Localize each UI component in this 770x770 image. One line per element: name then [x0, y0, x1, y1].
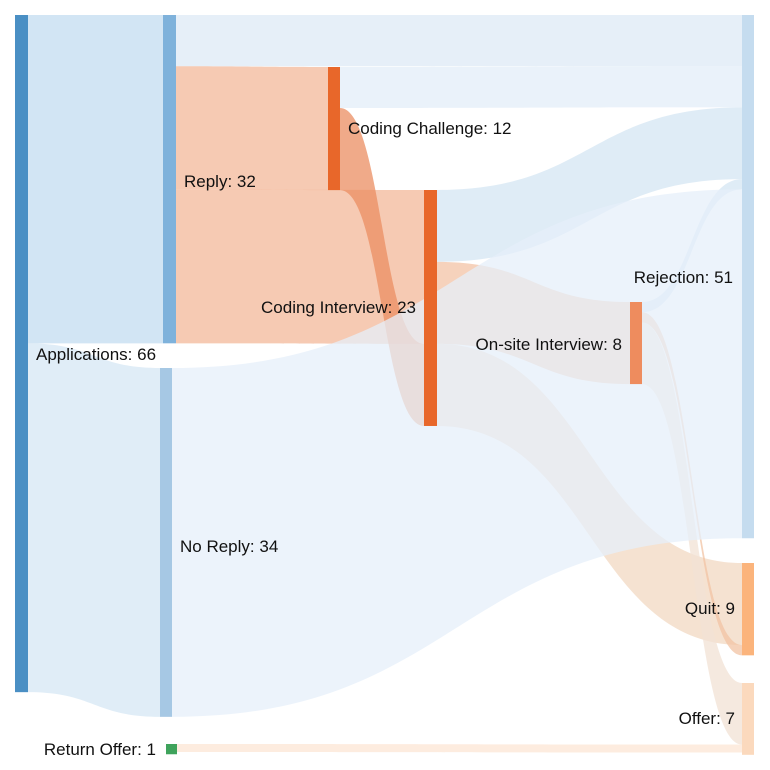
node-reply[interactable]	[163, 15, 176, 344]
node-label-return-offer: Return Offer: 1	[44, 740, 156, 759]
link-return-offer-to-offer[interactable]	[177, 744, 742, 753]
node-label-onsite-interview: On-site Interview: 8	[476, 335, 622, 354]
link-coding-interview-to-rejection[interactable]	[437, 107, 742, 262]
node-label-reply: Reply: 32	[184, 172, 256, 191]
nodes-layer	[15, 15, 754, 755]
node-label-coding-interview: Coding Interview: 23	[261, 298, 416, 317]
labels-layer: Applications: 66 Reply: 32 No Reply: 34 …	[36, 119, 735, 759]
link-no-reply-to-rejection[interactable]	[172, 189, 742, 717]
node-no-reply[interactable]	[160, 368, 172, 717]
link-reply-to-rejection[interactable]	[176, 15, 742, 67]
node-coding-challenge[interactable]	[328, 67, 340, 191]
links-layer	[28, 15, 742, 753]
node-label-applications: Applications: 66	[36, 345, 156, 364]
link-applications-to-reply[interactable]	[28, 15, 163, 344]
link-applications-to-no-reply[interactable]	[28, 343, 160, 717]
node-applications[interactable]	[15, 15, 28, 693]
node-label-offer: Offer: 7	[679, 709, 735, 728]
node-rejection[interactable]	[742, 15, 754, 539]
node-label-rejection: Rejection: 51	[634, 268, 733, 287]
node-offer[interactable]	[742, 683, 754, 755]
node-label-no-reply: No Reply: 34	[180, 537, 278, 556]
link-coding-challenge-to-rejection[interactable]	[340, 66, 742, 109]
link-reply-to-coding-interview[interactable]	[176, 189, 424, 344]
node-label-coding-challenge: Coding Challenge: 12	[348, 119, 512, 138]
node-quit[interactable]	[742, 563, 754, 656]
link-reply-to-coding-challenge[interactable]	[176, 66, 328, 191]
node-return-offer[interactable]	[166, 744, 177, 755]
node-label-quit: Quit: 9	[685, 599, 735, 618]
node-onsite-interview[interactable]	[630, 302, 642, 385]
node-coding-interview[interactable]	[424, 190, 437, 426]
